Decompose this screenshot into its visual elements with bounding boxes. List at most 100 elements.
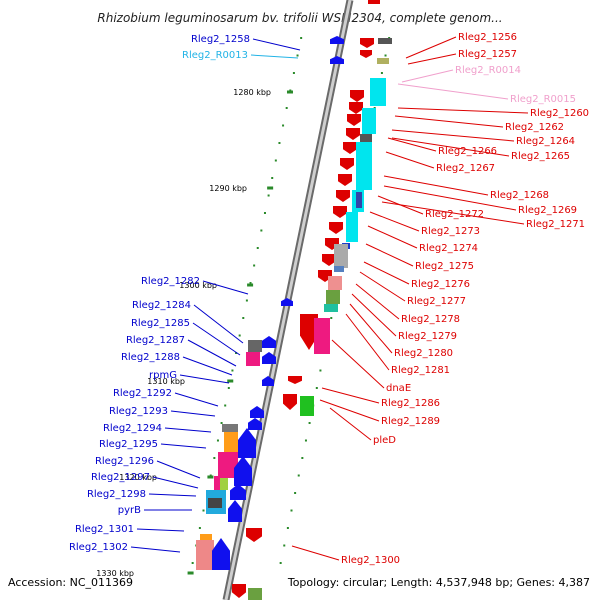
label-connector: [252, 38, 301, 51]
right-gene-label: Rleg2_1281: [391, 365, 450, 376]
label-connector: [363, 261, 410, 285]
kbp-tick-label: 1330 kbp: [96, 569, 134, 578]
right-gene-label: Rleg2_1256: [458, 32, 517, 43]
gene-block: [326, 290, 340, 304]
reverse-gene-arrow: [336, 190, 350, 202]
right-gene-label: Rleg2_1271: [526, 219, 585, 230]
left-gene-label: Rleg2_1294: [103, 423, 162, 434]
reverse-gene-arrow: [288, 376, 302, 384]
label-connector: [156, 460, 201, 479]
right-gene-label: Rleg2_1279: [398, 331, 457, 342]
tick-dot: [384, 54, 387, 57]
gene-block: [377, 58, 389, 64]
tick-dot: [315, 387, 318, 389]
forward-gene-arrow: [230, 484, 246, 500]
right-gene-label: Rleg2_1264: [516, 136, 575, 147]
right-gene-label: Rleg2_1267: [436, 163, 495, 174]
tick-dot: [278, 142, 281, 144]
gene-block: [300, 396, 314, 416]
gene-block: [214, 476, 224, 490]
left-gene-label: Rleg2_1284: [132, 300, 191, 311]
gene-block: [222, 424, 238, 432]
reverse-gene-arrow: [350, 90, 364, 102]
tick-dot: [301, 457, 304, 459]
reverse-gene-arrow: [333, 206, 347, 218]
tick-dot: [330, 317, 333, 319]
label-connector: [187, 339, 237, 367]
tick-dot: [216, 439, 219, 442]
label-connector: [179, 374, 230, 384]
tick-dot: [285, 107, 288, 109]
tick-dot: [297, 474, 300, 477]
left-gene-label: Rleg2_1293: [109, 406, 168, 417]
left-gene-label: Rleg2_1258: [191, 34, 250, 45]
gene-block: [334, 244, 348, 268]
tick-dot: [290, 509, 293, 512]
right-gene-label: Rleg2_1278: [401, 314, 460, 325]
kbp-ticks: 1280 kbp 1290 kbp 1300 kbp 1310 kbp 1320 kbp…: [96, 88, 293, 578]
left-gene-label: Rleg2_1285: [131, 318, 190, 329]
tick-dot: [256, 247, 259, 249]
left-gene-label: Rleg2_R0013: [182, 50, 248, 61]
forward-gene-arrow: [238, 428, 256, 458]
gene-block: [356, 142, 372, 190]
kbp-tick: [207, 475, 214, 479]
tick-dot: [263, 212, 266, 214]
gene-block: [346, 212, 358, 242]
forward-gene-arrow: [234, 456, 252, 486]
reverse-gene-arrow: [283, 394, 297, 410]
forward-gene-arrow: [228, 500, 242, 522]
right-gene-label: Rleg2_1266: [438, 146, 497, 157]
tick-dot: [238, 334, 241, 337]
label-connector: [349, 303, 393, 354]
label-connector: [369, 211, 420, 232]
tick-dot: [296, 54, 299, 57]
label-connector: [192, 322, 241, 356]
map-title: Rhizobium leguminosarum bv. trifolii WSM…: [97, 11, 502, 25]
tick-dot: [213, 457, 216, 459]
gene-block: [200, 534, 212, 540]
left-gene-label: pyrB: [118, 505, 141, 516]
label-connector: [383, 175, 489, 196]
tick-dot: [308, 422, 311, 424]
label-connector: [355, 283, 400, 320]
tick-dot: [380, 72, 383, 74]
right-gene-label: Rleg2_1276: [411, 279, 470, 290]
right-gene-label: Rleg2_1286: [381, 398, 440, 409]
reverse-gene-arrow: [360, 38, 374, 48]
right-gene-label: Rleg2_1280: [394, 348, 453, 359]
label-connector: [160, 443, 207, 449]
label-connector: [321, 387, 380, 404]
kbp-tick: [247, 283, 254, 287]
label-connector: [202, 280, 249, 295]
reverse-gene-arrow: [349, 102, 363, 114]
right-gene-label: pleD: [373, 435, 396, 446]
kbp-tick-label: 1290 kbp: [209, 184, 247, 193]
label-connector: [405, 36, 457, 59]
label-connector: [319, 399, 380, 422]
reverse-gene-arrow: [360, 50, 372, 58]
label-connector: [182, 356, 233, 376]
gene-block: [368, 0, 380, 4]
label-connector: [365, 243, 414, 267]
gene-block: [208, 498, 222, 508]
left-gene-label: Rleg2_1295: [99, 439, 158, 450]
tick-dot: [292, 72, 295, 74]
right-gene-label: Rleg2_1260: [530, 108, 589, 119]
tick-dot: [271, 177, 274, 179]
kbp-tick: [187, 571, 194, 575]
label-connector: [391, 129, 515, 142]
right-gene-label: Rleg2_1268: [490, 190, 549, 201]
tick-dot: [242, 317, 245, 319]
left-gene-label: Rleg2_1287: [126, 335, 185, 346]
right-gene-label: Rleg2_1289: [381, 416, 440, 427]
right-gene-label: Rleg2_1275: [415, 261, 474, 272]
right-gene-label: Rleg2_1273: [421, 226, 480, 237]
label-connector: [170, 410, 216, 417]
forward-gene-arrow: [248, 418, 262, 430]
gene-block: [218, 452, 238, 478]
gene-labels: Rleg2_1258 Rleg2_R0013 Rleg2_1282 Rleg2_128…: [69, 32, 589, 566]
right-gene-label: Rleg2_1272: [425, 209, 484, 220]
label-connector: [136, 528, 185, 532]
